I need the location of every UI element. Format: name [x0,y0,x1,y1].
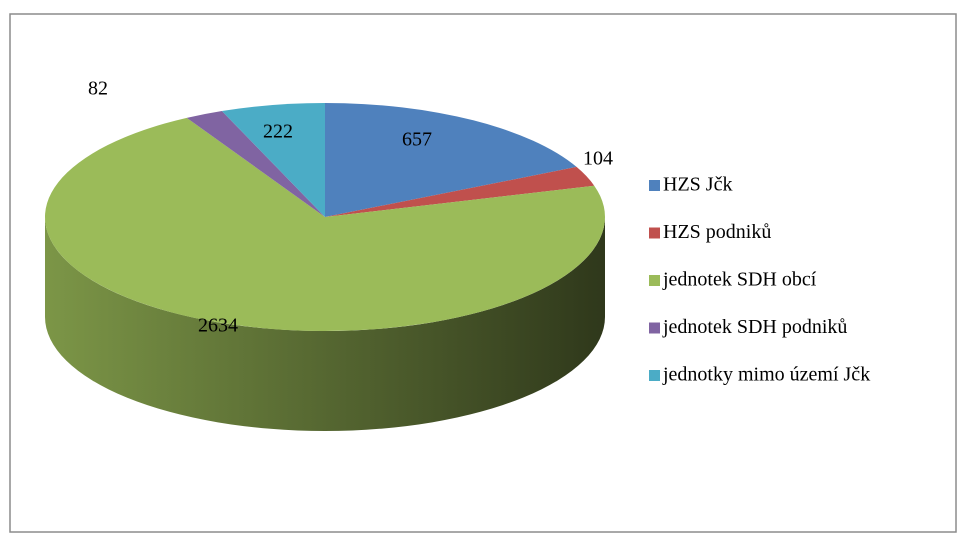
legend-label: HZS podniků [663,221,771,243]
legend-swatch [649,180,660,191]
data-label: 2634 [198,315,238,337]
legend-swatch [649,322,660,334]
data-label: 222 [263,121,293,143]
legend-swatch [649,370,660,381]
pie-slice [186,111,325,217]
legend-label: jednotek SDH obcí [662,269,817,291]
legend-label: jednotek SDH podniků [662,316,847,338]
pie-slice [325,166,595,217]
data-label: 104 [583,148,613,170]
legend-swatch [649,275,660,286]
legend-label: HZS Jčk [663,174,732,196]
pie-side [45,217,605,431]
legend-swatch [649,227,660,239]
pie-slice [221,103,325,217]
data-label: 657 [402,129,432,151]
pie-slice [325,103,577,217]
legend-label: jednotky mimo území Jčk [662,364,870,386]
data-label: 82 [88,78,108,100]
pie-slice [45,117,606,331]
